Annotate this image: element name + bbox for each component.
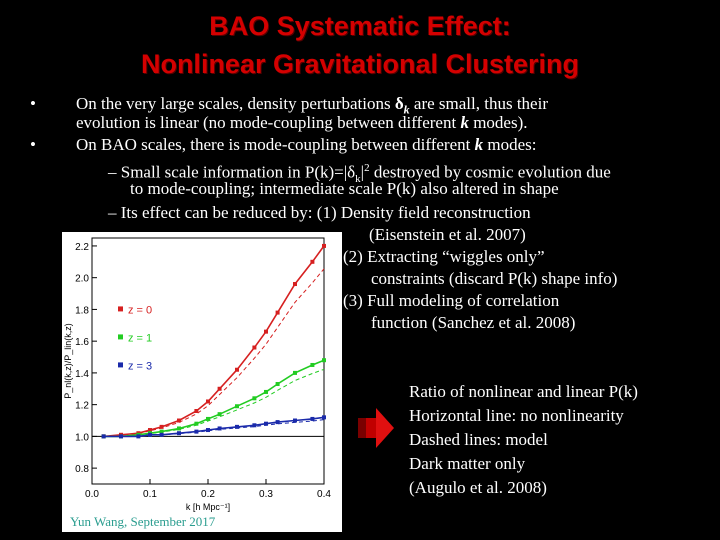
sub-bullet-2-line-3: (2) Extracting “wiggles only” [343,247,545,266]
data-point [159,432,164,437]
data-point [177,431,181,436]
sub-bullet-1-line-1: – Small scale information in P(k)=|δk|2 … [108,162,611,186]
model-curve-1 [103,368,325,437]
data-point [177,418,181,423]
y-tick-label: 2.0 [75,274,89,285]
legend-marker [118,306,123,312]
data-point [235,367,239,372]
series-line-2 [103,416,325,438]
data-point [217,426,222,431]
data-point [119,434,123,439]
sub-bullet-2-line-2: (Eisenstein et al. 2007) [369,225,526,244]
data-point [194,408,199,413]
data-point [252,423,257,428]
bullet-1-line-2: evolution is linear (no mode-coupling be… [76,113,528,132]
arrow-right-icon [358,408,394,448]
data-point [206,428,210,433]
legend-marker [118,334,123,340]
bullet-1-line-1: On the very large scales, density pertur… [76,94,548,117]
sub-bullet-2-line-1: – Its effect can be reduced by: (1) Dens… [108,203,531,222]
data-point [101,434,106,439]
bullet-dot-2: • [30,135,36,154]
data-point [310,416,315,421]
data-point [148,432,152,437]
data-point [159,424,164,429]
data-point [217,412,222,417]
y-tick-label: 1.4 [75,369,89,380]
x-tick-label: 0.4 [317,489,331,500]
data-point [235,424,239,429]
data-point [322,358,326,363]
data-point [206,399,210,404]
data-point [194,429,199,434]
data-point [293,370,297,375]
legend-label: z = 3 [128,360,152,372]
legend-label: z = 0 [128,304,152,316]
caption-line-4: Dark matter only [409,454,526,473]
caption-line-2: Horizontal line: no nonlinearity [409,406,624,425]
data-point [136,434,141,439]
data-point [264,329,268,334]
x-axis-label: k [h Mpc⁻¹] [186,502,230,512]
x-tick-label: 0.0 [85,489,99,500]
chart-background [62,232,342,532]
data-point [264,389,268,394]
x-tick-label: 0.3 [259,489,273,500]
y-axis-label: P_nl(k,z)/P_lin(k,z) [63,323,73,399]
caption-line-1: Ratio of nonlinear and linear P(k) [409,382,638,401]
model-curve-2 [103,419,325,437]
data-point [275,310,280,315]
sub-bullet-2-line-6: function (Sanchez et al. 2008) [371,313,576,332]
legend-label: z = 1 [128,332,152,344]
data-point [275,420,280,425]
legend-marker [118,362,123,368]
sub-bullet-2-line-5: (3) Full modeling of correlation [343,291,560,310]
data-point [252,396,257,401]
y-tick-label: 1.8 [75,305,89,316]
data-point [206,416,210,421]
series-line-1 [103,359,325,438]
bullet-dot-1: • [30,94,36,113]
nonlinear-ratio-chart: 0.8 1.0 1.2 1.4 1.6 1.8 2.0 2.2 0.0 0.1 0.2 0.3 0.4 k… [62,232,342,532]
data-point [293,418,297,423]
bullet-2-line-1: On BAO scales, there is mode-coupling be… [76,135,537,154]
caption-line-3: Dashed lines: model [409,430,548,449]
slide-title-line-2: Nonlinear Gravitational Clustering [140,49,580,79]
y-tick-label: 1.2 [75,401,89,412]
data-point [252,345,257,350]
data-point [293,282,297,287]
sub-bullet-2-line-4: constraints (discard P(k) shape info) [371,269,618,288]
x-tick-label: 0.2 [201,489,215,500]
data-point [159,429,164,434]
data-point [148,428,152,433]
data-point [310,362,315,367]
y-tick-label: 1.6 [75,337,89,348]
data-point [235,404,239,409]
data-point [310,259,315,264]
data-point [217,386,222,391]
data-point [275,382,280,387]
data-point [177,426,181,431]
series-line-0 [103,245,325,438]
y-tick-label: 1.0 [75,432,89,443]
y-tick-label: 2.2 [75,242,89,253]
sub-bullet-1-line-2: to mode-coupling; intermediate scale P(k… [130,179,559,198]
x-tick-label: 0.1 [143,489,157,500]
caption-line-5: (Augulo et al. 2008) [409,478,547,497]
data-point [194,421,199,426]
footer-author-date: Yun Wang, September 2017 [70,514,216,529]
slide-title-line-1: BAO Systematic Effect: [209,11,511,41]
y-tick-label: 0.8 [75,464,89,475]
data-point [264,421,268,426]
data-point [322,415,326,420]
data-point [322,243,326,248]
